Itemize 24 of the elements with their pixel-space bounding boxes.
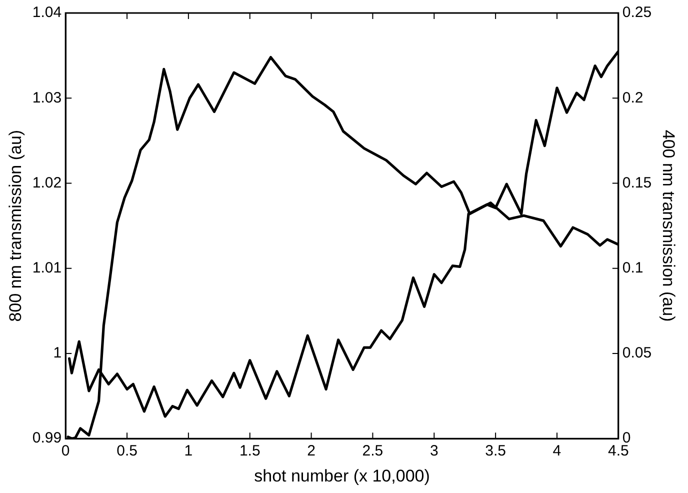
x-tick-label: 1 bbox=[184, 442, 193, 460]
x-axis-title: shot number (x 10,000) bbox=[254, 466, 430, 486]
x-tick-label: 3.5 bbox=[485, 442, 506, 460]
y-tick-label: 0.99 bbox=[32, 430, 62, 447]
y-tick-label: 1.02 bbox=[32, 174, 62, 192]
x-tick-label: 0.5 bbox=[116, 442, 138, 460]
x-tick-label: 3 bbox=[430, 442, 438, 460]
x-tick-label: 2 bbox=[307, 442, 316, 460]
y-axis-title: 800 nm transmission (au) bbox=[6, 130, 25, 322]
y2-tick-label: 0.05 bbox=[622, 344, 652, 362]
y2-axis-title: 400 nm transmission (au) bbox=[659, 130, 678, 322]
y2-tick-label: 0.25 bbox=[622, 4, 652, 22]
x-tick-label: 4.5 bbox=[608, 442, 629, 460]
y-tick-label: 1.04 bbox=[32, 4, 62, 22]
y-tick-label: 1.01 bbox=[32, 260, 62, 276]
y2-tick-label: 0.1 bbox=[622, 260, 644, 276]
y-tick-label: 1.03 bbox=[32, 89, 62, 106]
y-tick-label: 1 bbox=[53, 344, 62, 362]
x-tick-label: 0 bbox=[61, 442, 70, 460]
y2-tick-label: 0.15 bbox=[622, 174, 652, 192]
y2-tick-label: 0.2 bbox=[622, 89, 644, 106]
x-tick-label: 1.5 bbox=[239, 442, 260, 460]
x-tick-label: 4 bbox=[552, 442, 562, 460]
x-tick-label: 2.5 bbox=[362, 442, 384, 460]
